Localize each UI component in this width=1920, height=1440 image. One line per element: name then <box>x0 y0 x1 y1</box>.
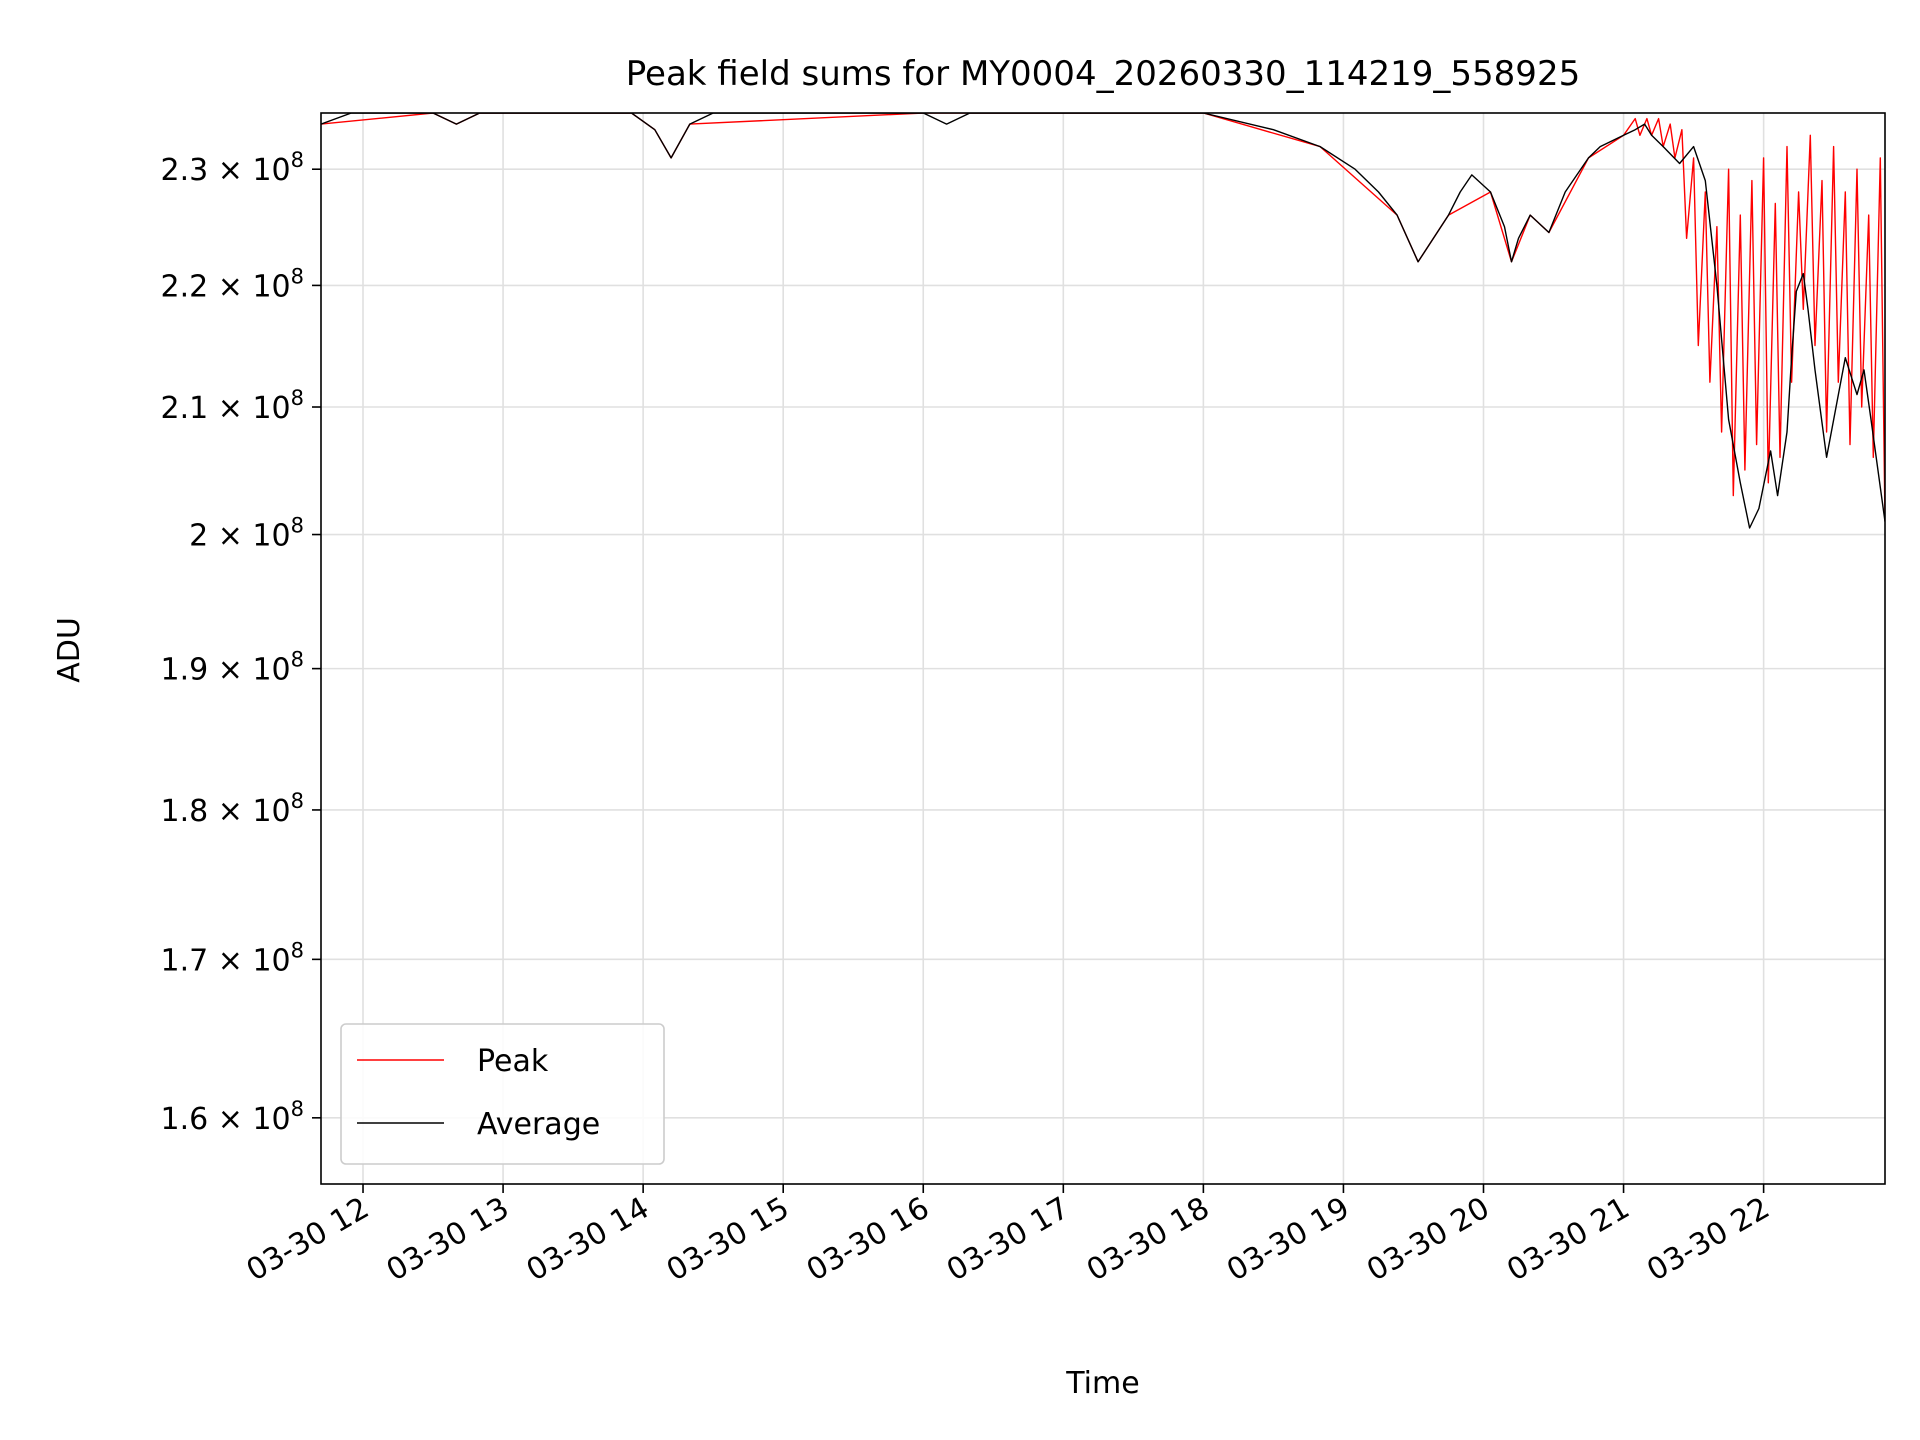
y-axis-label: ADU <box>52 617 87 683</box>
y-axis: 1.6 × 108 1.7 × 108 1.8 × 108 1.9 × 108 2 × … <box>161 148 321 1137</box>
y-tick-label: 2.2 × 108 <box>161 264 304 304</box>
x-tick-label: 03-30 20 <box>1361 1191 1495 1289</box>
x-tick-label: 03-30 19 <box>1221 1191 1355 1289</box>
x-tick-label: 03-30 22 <box>1641 1191 1775 1289</box>
legend: Peak Average <box>340 1023 665 1165</box>
x-tick-label: 03-30 13 <box>381 1191 515 1289</box>
y-tick-label: 1.7 × 108 <box>161 938 304 978</box>
y-tick-label: 1.6 × 108 <box>161 1097 304 1137</box>
chart-title: Peak field sums for MY0004_20260330_1142… <box>626 54 1580 94</box>
legend-label-peak: Peak <box>477 1044 549 1079</box>
y-tick-label: 1.9 × 108 <box>161 648 304 688</box>
series-line-peak <box>321 113 1885 522</box>
x-tick-label: 03-30 21 <box>1501 1191 1635 1289</box>
x-tick-label: 03-30 12 <box>241 1191 375 1289</box>
x-tick-label: 03-30 14 <box>521 1191 655 1289</box>
x-tick-label: 03-30 16 <box>801 1191 935 1289</box>
y-tick-label: 2.3 × 108 <box>161 148 304 188</box>
series-line-average <box>321 113 1885 529</box>
legend-box <box>340 1023 665 1165</box>
y-tick-label: 1.8 × 108 <box>161 789 304 829</box>
plot-area <box>321 113 1885 529</box>
legend-label-average: Average <box>477 1107 600 1142</box>
x-tick-label: 03-30 15 <box>661 1191 795 1289</box>
x-tick-label: 03-30 18 <box>1081 1191 1215 1289</box>
y-tick-label: 2.1 × 108 <box>161 386 304 426</box>
x-tick-label: 03-30 17 <box>941 1191 1075 1289</box>
x-axis: 03-30 12 03-30 13 03-30 14 03-30 15 03-30 16… <box>241 1184 1776 1288</box>
plot-frame <box>320 112 1886 1185</box>
y-tick-label: 2 × 108 <box>189 514 304 554</box>
x-axis-label: Time <box>1065 1366 1139 1401</box>
